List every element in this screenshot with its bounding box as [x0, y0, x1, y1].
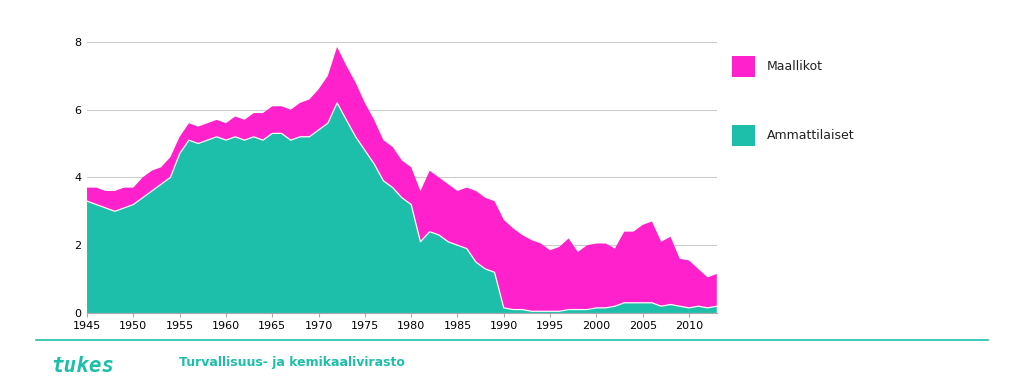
Text: Ammattilaiset: Ammattilaiset	[767, 129, 855, 142]
Text: tukes: tukes	[51, 356, 115, 376]
Text: Turvallisuus- ja kemikaalivirasto: Turvallisuus- ja kemikaalivirasto	[179, 356, 406, 369]
Text: Maallikot: Maallikot	[767, 60, 823, 73]
